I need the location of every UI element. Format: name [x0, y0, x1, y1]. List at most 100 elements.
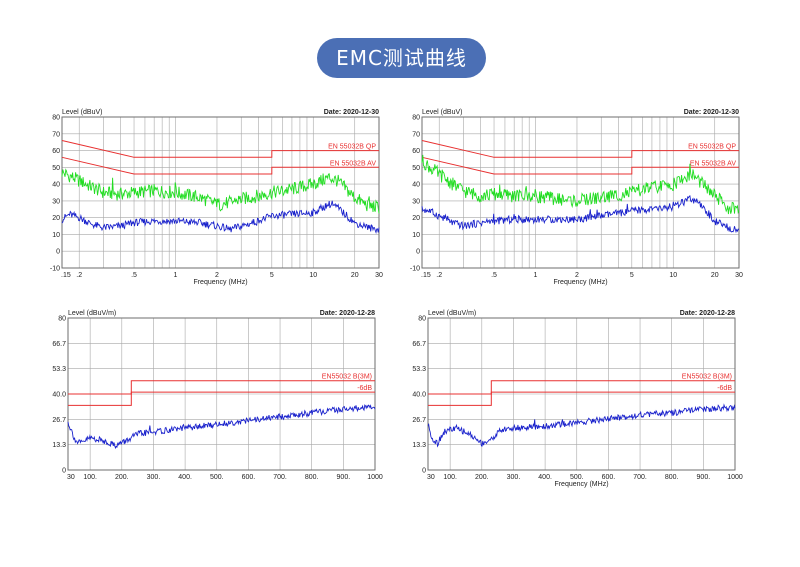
y-tick-label: 30	[412, 198, 420, 205]
y-axis-label: Level (dBuV)	[422, 109, 462, 116]
measurement-trace-secondary	[421, 195, 740, 234]
y-tick-label: 70	[412, 131, 420, 138]
y-tick-label: 40	[52, 182, 60, 189]
x-tick-label: 30	[735, 272, 743, 279]
y-axis-label: Level (dBuV/m)	[428, 310, 476, 317]
limit-line	[428, 391, 735, 406]
x-tick-label: 900.	[337, 474, 351, 481]
plot-frame	[61, 116, 380, 269]
limit-label: EN55032 B(3M)	[682, 374, 732, 381]
x-tick-label: 10	[309, 272, 317, 279]
limit-label: -6dB	[717, 385, 732, 392]
limit-label: EN55032 B(3M)	[322, 374, 372, 381]
measurement-trace-primary	[67, 404, 376, 450]
measurement-trace-primary	[421, 154, 740, 215]
x-tick-label: 20	[351, 272, 359, 279]
plot-area	[422, 117, 739, 268]
y-tick-label: -10	[50, 266, 60, 273]
x-tick-label: .2	[76, 272, 82, 279]
x-tick-label: 30	[375, 272, 383, 279]
y-tick-label: 80	[418, 316, 426, 323]
limit-line	[61, 140, 379, 158]
x-tick-label: 10	[669, 272, 677, 279]
radiated-emission-chart-left: 80 66.7 53.3 40.0 26.7 13.3 0 30 100. 200. 300. 400…	[38, 308, 383, 493]
limit-line	[421, 156, 739, 175]
x-axis-label: Frequency (MHz)	[553, 279, 607, 286]
limit-line	[428, 380, 735, 395]
limit-line	[61, 156, 379, 175]
x-tick-label: 200.	[475, 474, 489, 481]
limit-line	[421, 140, 739, 158]
limit-label: EN 55032B QP	[688, 144, 736, 151]
x-tick-label: 300.	[147, 474, 161, 481]
radiated-emission-chart-right: 80 66.7 53.3 40.0 26.7 13.3 0 30 100. 200. 300. 400…	[398, 308, 743, 493]
measurement-trace-primary	[427, 403, 736, 448]
x-tick-label: 700.	[633, 474, 647, 481]
page-title: EMC测试曲线	[317, 38, 486, 78]
chart-date: Date: 2020-12-28	[320, 310, 375, 317]
y-tick-label: 66.7	[52, 341, 66, 348]
y-tick-label: -10	[410, 266, 420, 273]
x-tick-label: .5	[491, 272, 497, 279]
x-tick-label: 800.	[665, 474, 679, 481]
x-tick-label: 200.	[115, 474, 129, 481]
y-tick-label: 0	[62, 468, 66, 475]
y-tick-label: 80	[58, 316, 66, 323]
y-axis-label: Level (dBuV)	[62, 109, 102, 116]
limit-label: EN 55032B AV	[330, 160, 377, 167]
y-tick-label: 60	[412, 148, 420, 155]
y-axis-label: Level (dBuV/m)	[68, 310, 116, 317]
limit-label: -6dB	[357, 385, 372, 392]
y-tick-label: 40.0	[412, 392, 426, 399]
chart-svg: 80 66.7 53.3 40.0 26.7 13.3 030 100. 200. 300. 400…	[52, 310, 383, 481]
x-tick-label: 20	[711, 272, 719, 279]
y-tick-label: 26.7	[412, 417, 426, 424]
y-tick-label: 13.3	[52, 442, 66, 449]
y-tick-label: 70	[52, 131, 60, 138]
y-tick-label: 80	[52, 115, 60, 122]
y-tick-label: 40.0	[52, 392, 66, 399]
x-tick-label: 2	[575, 272, 579, 279]
x-tick-label: 5	[630, 272, 634, 279]
chart-date: Date: 2020-12-28	[680, 310, 735, 317]
y-tick-label: 0	[422, 468, 426, 475]
chart-svg: 80 70 60 50 40 30 20 10 0 -10.15 .2 .5 1 2 5 10 20 30 Leve…	[50, 109, 383, 286]
y-tick-label: 10	[412, 232, 420, 239]
y-tick-label: 20	[412, 215, 420, 222]
y-tick-label: 13.3	[412, 442, 426, 449]
x-tick-label: 1000	[727, 474, 743, 481]
x-tick-label: 100.	[83, 474, 97, 481]
y-tick-label: 50	[412, 165, 420, 172]
x-tick-label: 500.	[210, 474, 224, 481]
x-tick-label: 30	[427, 474, 435, 481]
x-axis-label: Frequency (MHz)	[554, 481, 608, 488]
x-tick-label: .15	[421, 272, 431, 279]
conducted-emission-chart-right: 80 70 60 50 40 30 20 10 0 -10.15 .2 .5 1 2 5 10 20 30 Leve…	[398, 103, 743, 288]
chart-date: Date: 2020-12-30	[684, 109, 739, 116]
x-tick-label: .2	[436, 272, 442, 279]
y-tick-label: 0	[416, 249, 420, 256]
measurement-trace-secondary	[61, 200, 380, 234]
x-tick-label: 1	[534, 272, 538, 279]
measurement-trace-primary	[61, 168, 380, 214]
x-tick-label: 5	[270, 272, 274, 279]
limit-label: EN 55032B AV	[690, 160, 737, 167]
x-tick-label: 600.	[242, 474, 256, 481]
x-tick-label: 30	[67, 474, 75, 481]
x-tick-label: 1000	[367, 474, 383, 481]
y-tick-label: 60	[52, 148, 60, 155]
x-tick-label: 400.	[538, 474, 552, 481]
y-tick-label: 80	[412, 115, 420, 122]
x-tick-label: 400.	[178, 474, 192, 481]
x-axis-label: Frequency (MHz)	[193, 279, 247, 286]
chart-svg: 80 70 60 50 40 30 20 10 0 -10.15 .2 .5 1 2 5 10 20 30 Leve…	[410, 109, 743, 286]
x-tick-label: 600.	[602, 474, 616, 481]
x-tick-label: 300.	[507, 474, 521, 481]
y-tick-label: 30	[52, 198, 60, 205]
x-tick-label: 700.	[273, 474, 287, 481]
y-tick-label: 40	[412, 182, 420, 189]
y-tick-label: 53.3	[412, 366, 426, 373]
x-tick-label: .5	[131, 272, 137, 279]
limit-line	[68, 380, 375, 395]
x-tick-label: 500.	[570, 474, 584, 481]
